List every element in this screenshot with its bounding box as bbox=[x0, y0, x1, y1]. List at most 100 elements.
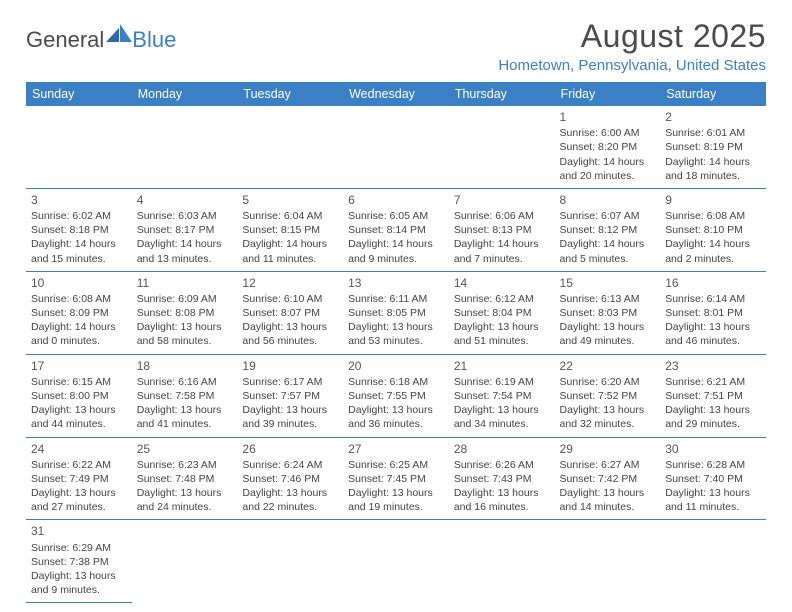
day-number: 15 bbox=[560, 275, 656, 291]
sunset-text: Sunset: 7:52 PM bbox=[560, 389, 656, 403]
daylight-text-2: and 2 minutes. bbox=[665, 252, 761, 266]
day-number: 17 bbox=[31, 358, 127, 374]
calendar-cell: 13Sunrise: 6:11 AMSunset: 8:05 PMDayligh… bbox=[343, 271, 449, 354]
calendar-body: 1Sunrise: 6:00 AMSunset: 8:20 PMDaylight… bbox=[26, 106, 766, 603]
day-number: 19 bbox=[242, 358, 338, 374]
sunset-text: Sunset: 8:13 PM bbox=[454, 223, 550, 237]
day-number: 23 bbox=[665, 358, 761, 374]
daylight-text-2: and 46 minutes. bbox=[665, 334, 761, 348]
logo: General Blue bbox=[26, 24, 176, 55]
daylight-text-2: and 58 minutes. bbox=[137, 334, 233, 348]
day-header: Monday bbox=[132, 82, 238, 106]
day-number: 10 bbox=[31, 275, 127, 291]
sunset-text: Sunset: 8:14 PM bbox=[348, 223, 444, 237]
calendar-cell: 28Sunrise: 6:26 AMSunset: 7:43 PMDayligh… bbox=[449, 437, 555, 520]
sunset-text: Sunset: 7:42 PM bbox=[560, 472, 656, 486]
daylight-text-2: and 24 minutes. bbox=[137, 500, 233, 514]
title-block: August 2025 Hometown, Pennsylvania, Unit… bbox=[498, 18, 766, 74]
calendar-cell: 19Sunrise: 6:17 AMSunset: 7:57 PMDayligh… bbox=[237, 354, 343, 437]
calendar-cell: 3Sunrise: 6:02 AMSunset: 8:18 PMDaylight… bbox=[26, 188, 132, 271]
daylight-text-2: and 14 minutes. bbox=[560, 500, 656, 514]
daylight-text-1: Daylight: 13 hours bbox=[665, 403, 761, 417]
day-header: Friday bbox=[555, 82, 661, 106]
daylight-text-1: Daylight: 13 hours bbox=[137, 320, 233, 334]
calendar-cell bbox=[449, 106, 555, 188]
day-number: 14 bbox=[454, 275, 550, 291]
day-number: 11 bbox=[137, 275, 233, 291]
day-number: 24 bbox=[31, 441, 127, 457]
day-header: Sunday bbox=[26, 82, 132, 106]
calendar-cell: 4Sunrise: 6:03 AMSunset: 8:17 PMDaylight… bbox=[132, 188, 238, 271]
day-number: 13 bbox=[348, 275, 444, 291]
day-number: 12 bbox=[242, 275, 338, 291]
daylight-text-2: and 34 minutes. bbox=[454, 417, 550, 431]
sunrise-text: Sunrise: 6:10 AM bbox=[242, 292, 338, 306]
day-number: 30 bbox=[665, 441, 761, 457]
calendar-cell bbox=[26, 106, 132, 188]
day-number: 22 bbox=[560, 358, 656, 374]
calendar-cell: 8Sunrise: 6:07 AMSunset: 8:12 PMDaylight… bbox=[555, 188, 661, 271]
sunrise-text: Sunrise: 6:23 AM bbox=[137, 458, 233, 472]
daylight-text-2: and 20 minutes. bbox=[560, 169, 656, 183]
sunrise-text: Sunrise: 6:11 AM bbox=[348, 292, 444, 306]
sunrise-text: Sunrise: 6:08 AM bbox=[665, 209, 761, 223]
daylight-text-2: and 11 minutes. bbox=[665, 500, 761, 514]
calendar-row: 3Sunrise: 6:02 AMSunset: 8:18 PMDaylight… bbox=[26, 188, 766, 271]
daylight-text-1: Daylight: 14 hours bbox=[31, 237, 127, 251]
sunset-text: Sunset: 7:49 PM bbox=[31, 472, 127, 486]
daylight-text-1: Daylight: 13 hours bbox=[348, 403, 444, 417]
sunset-text: Sunset: 8:19 PM bbox=[665, 140, 761, 154]
calendar-cell bbox=[555, 520, 661, 603]
day-number: 16 bbox=[665, 275, 761, 291]
daylight-text-1: Daylight: 13 hours bbox=[137, 486, 233, 500]
calendar-cell bbox=[237, 106, 343, 188]
daylight-text-2: and 44 minutes. bbox=[31, 417, 127, 431]
sunrise-text: Sunrise: 6:27 AM bbox=[560, 458, 656, 472]
calendar-cell: 11Sunrise: 6:09 AMSunset: 8:08 PMDayligh… bbox=[132, 271, 238, 354]
sunset-text: Sunset: 7:54 PM bbox=[454, 389, 550, 403]
sunrise-text: Sunrise: 6:09 AM bbox=[137, 292, 233, 306]
sunrise-text: Sunrise: 6:17 AM bbox=[242, 375, 338, 389]
sunset-text: Sunset: 8:17 PM bbox=[137, 223, 233, 237]
daylight-text-1: Daylight: 13 hours bbox=[560, 486, 656, 500]
day-number: 26 bbox=[242, 441, 338, 457]
day-number: 4 bbox=[137, 192, 233, 208]
daylight-text-2: and 32 minutes. bbox=[560, 417, 656, 431]
day-number: 18 bbox=[137, 358, 233, 374]
sunrise-text: Sunrise: 6:18 AM bbox=[348, 375, 444, 389]
day-number: 29 bbox=[560, 441, 656, 457]
sunrise-text: Sunrise: 6:04 AM bbox=[242, 209, 338, 223]
calendar-cell: 20Sunrise: 6:18 AMSunset: 7:55 PMDayligh… bbox=[343, 354, 449, 437]
day-header: Saturday bbox=[660, 82, 766, 106]
daylight-text-2: and 13 minutes. bbox=[137, 252, 233, 266]
sunset-text: Sunset: 8:00 PM bbox=[31, 389, 127, 403]
calendar-row: 1Sunrise: 6:00 AMSunset: 8:20 PMDaylight… bbox=[26, 106, 766, 188]
sunrise-text: Sunrise: 6:00 AM bbox=[560, 126, 656, 140]
daylight-text-1: Daylight: 13 hours bbox=[348, 320, 444, 334]
calendar-cell: 15Sunrise: 6:13 AMSunset: 8:03 PMDayligh… bbox=[555, 271, 661, 354]
day-number: 28 bbox=[454, 441, 550, 457]
logo-sail-icon bbox=[106, 24, 132, 49]
calendar-cell: 22Sunrise: 6:20 AMSunset: 7:52 PMDayligh… bbox=[555, 354, 661, 437]
calendar-cell: 30Sunrise: 6:28 AMSunset: 7:40 PMDayligh… bbox=[660, 437, 766, 520]
sunset-text: Sunset: 8:04 PM bbox=[454, 306, 550, 320]
logo-text-general: General bbox=[26, 27, 104, 53]
daylight-text-1: Daylight: 13 hours bbox=[454, 320, 550, 334]
sunset-text: Sunset: 8:15 PM bbox=[242, 223, 338, 237]
daylight-text-2: and 15 minutes. bbox=[31, 252, 127, 266]
sunrise-text: Sunrise: 6:06 AM bbox=[454, 209, 550, 223]
daylight-text-1: Daylight: 14 hours bbox=[137, 237, 233, 251]
daylight-text-1: Daylight: 13 hours bbox=[31, 486, 127, 500]
calendar-cell: 25Sunrise: 6:23 AMSunset: 7:48 PMDayligh… bbox=[132, 437, 238, 520]
sunrise-text: Sunrise: 6:16 AM bbox=[137, 375, 233, 389]
daylight-text-1: Daylight: 13 hours bbox=[348, 486, 444, 500]
sunrise-text: Sunrise: 6:24 AM bbox=[242, 458, 338, 472]
daylight-text-2: and 22 minutes. bbox=[242, 500, 338, 514]
day-number: 21 bbox=[454, 358, 550, 374]
sunset-text: Sunset: 7:58 PM bbox=[137, 389, 233, 403]
sunrise-text: Sunrise: 6:07 AM bbox=[560, 209, 656, 223]
calendar-cell: 10Sunrise: 6:08 AMSunset: 8:09 PMDayligh… bbox=[26, 271, 132, 354]
daylight-text-2: and 9 minutes. bbox=[348, 252, 444, 266]
daylight-text-1: Daylight: 13 hours bbox=[454, 486, 550, 500]
daylight-text-1: Daylight: 13 hours bbox=[560, 403, 656, 417]
